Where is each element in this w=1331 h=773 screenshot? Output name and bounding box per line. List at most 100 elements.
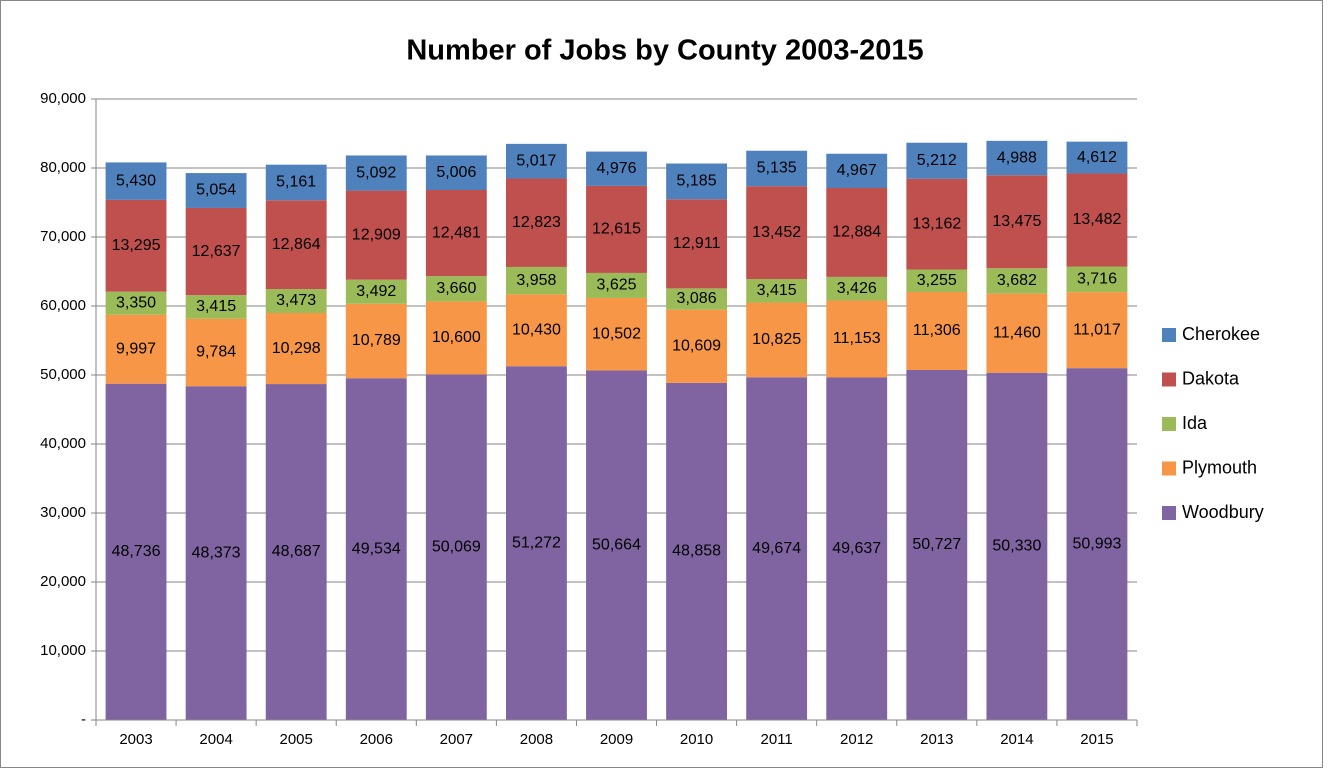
x-tick-label: 2005 <box>280 731 313 748</box>
y-tick-label: 90,000 <box>40 90 86 107</box>
data-label: 10,600 <box>432 329 481 346</box>
legend-swatch <box>1162 372 1176 387</box>
data-label: 12,909 <box>352 226 401 243</box>
y-tick-label: 40,000 <box>40 435 86 452</box>
bar-segment <box>1066 292 1128 369</box>
data-label: 3,492 <box>356 283 396 300</box>
bar-segment <box>265 164 327 201</box>
bar-segment <box>746 150 808 187</box>
data-label: 49,534 <box>352 540 401 557</box>
y-tick-label: 70,000 <box>40 228 86 245</box>
bar-segment <box>505 266 567 295</box>
x-tick-label: 2010 <box>680 731 713 748</box>
data-label: 50,069 <box>432 538 481 555</box>
bar-segment <box>425 374 487 720</box>
bar-segment <box>185 207 247 296</box>
data-label: 12,911 <box>673 235 721 252</box>
data-label: 50,664 <box>592 536 641 553</box>
chart-title: Number of Jobs by County 2003-2015 <box>406 35 923 67</box>
data-label: 12,864 <box>272 236 321 253</box>
bar-segment <box>746 377 808 720</box>
data-label: 4,967 <box>837 162 877 179</box>
bar-segment <box>586 370 647 720</box>
bar-segment <box>345 303 407 379</box>
bar-segment <box>746 186 808 279</box>
data-label: 3,716 <box>1077 271 1117 288</box>
x-tick-label: 2008 <box>520 731 553 748</box>
y-tick-label: 20,000 <box>40 573 86 590</box>
data-label: 13,162 <box>912 215 961 232</box>
bar-segment <box>666 288 728 310</box>
legend-label: Plymouth <box>1182 457 1257 477</box>
y-tick-label: 80,000 <box>40 159 86 176</box>
data-label: 48,687 <box>272 543 321 560</box>
data-label: 5,430 <box>116 172 156 189</box>
bar-segment <box>906 269 968 292</box>
legend-label: Cherokee <box>1182 324 1260 344</box>
bar-segment <box>906 178 968 270</box>
x-tick-label: 2004 <box>199 731 232 748</box>
data-label: 5,212 <box>917 152 957 169</box>
data-label: 13,295 <box>112 237 161 254</box>
bar-segment <box>1066 173 1128 267</box>
data-label: 5,185 <box>677 173 717 190</box>
data-label: 48,373 <box>192 544 241 561</box>
data-label: 3,415 <box>196 298 236 315</box>
data-label: 10,825 <box>752 331 801 348</box>
bar-segment <box>906 142 968 179</box>
data-label: 10,502 <box>592 325 641 342</box>
bar-segment <box>425 276 487 302</box>
data-label: 9,784 <box>196 344 236 361</box>
legend-swatch <box>1162 328 1176 342</box>
y-tick-label: - <box>81 711 86 728</box>
data-label: 5,135 <box>757 160 797 177</box>
bar-segment <box>1066 368 1128 720</box>
data-label: 3,426 <box>837 280 877 297</box>
bar-segment <box>586 151 647 186</box>
data-label: 12,637 <box>192 243 241 260</box>
data-label: 12,823 <box>512 214 561 231</box>
data-label: 5,161 <box>276 174 316 191</box>
bar-segment <box>746 278 808 303</box>
data-label: 10,789 <box>352 332 401 349</box>
x-tick-label: 2013 <box>920 731 953 748</box>
data-label: 50,993 <box>1072 535 1121 552</box>
bar-segment <box>666 382 728 720</box>
legend-swatch <box>1162 506 1176 520</box>
data-label: 13,475 <box>992 213 1041 230</box>
bar-segment <box>826 153 888 189</box>
bar-segment <box>505 294 567 367</box>
x-tick-label: 2011 <box>761 731 793 748</box>
data-label: 50,727 <box>912 536 961 553</box>
data-label: 12,615 <box>592 221 641 238</box>
legend-swatch <box>1162 417 1176 431</box>
x-tick-label: 2007 <box>440 731 473 748</box>
bar-segment <box>986 268 1048 294</box>
x-tick-label: 2006 <box>360 731 393 748</box>
bar-segment <box>185 173 247 208</box>
bar-segment <box>906 291 968 370</box>
bar-segment <box>586 297 647 371</box>
bar-segment <box>345 155 407 191</box>
data-label: 5,017 <box>516 152 556 169</box>
bar-segment <box>1066 266 1128 293</box>
data-label: 3,473 <box>276 292 316 309</box>
bar-segment <box>826 300 888 378</box>
data-label: 10,430 <box>512 321 561 338</box>
bar-segment <box>185 318 247 387</box>
bar-segment <box>105 162 167 200</box>
data-label: 3,660 <box>436 280 476 297</box>
x-tick-label: 2003 <box>119 731 152 748</box>
y-tick-label: 50,000 <box>40 366 86 383</box>
x-tick-label: 2012 <box>840 731 873 748</box>
legend-label: Dakota <box>1182 368 1240 388</box>
data-label: 12,481 <box>432 224 481 241</box>
bar-segment <box>986 175 1048 269</box>
bar-segment <box>666 199 728 289</box>
data-label: 5,092 <box>356 164 396 181</box>
bar-segment <box>345 279 407 304</box>
bar-segment <box>105 291 167 315</box>
data-label: 49,674 <box>752 540 801 557</box>
legend-label: Ida <box>1182 413 1208 433</box>
